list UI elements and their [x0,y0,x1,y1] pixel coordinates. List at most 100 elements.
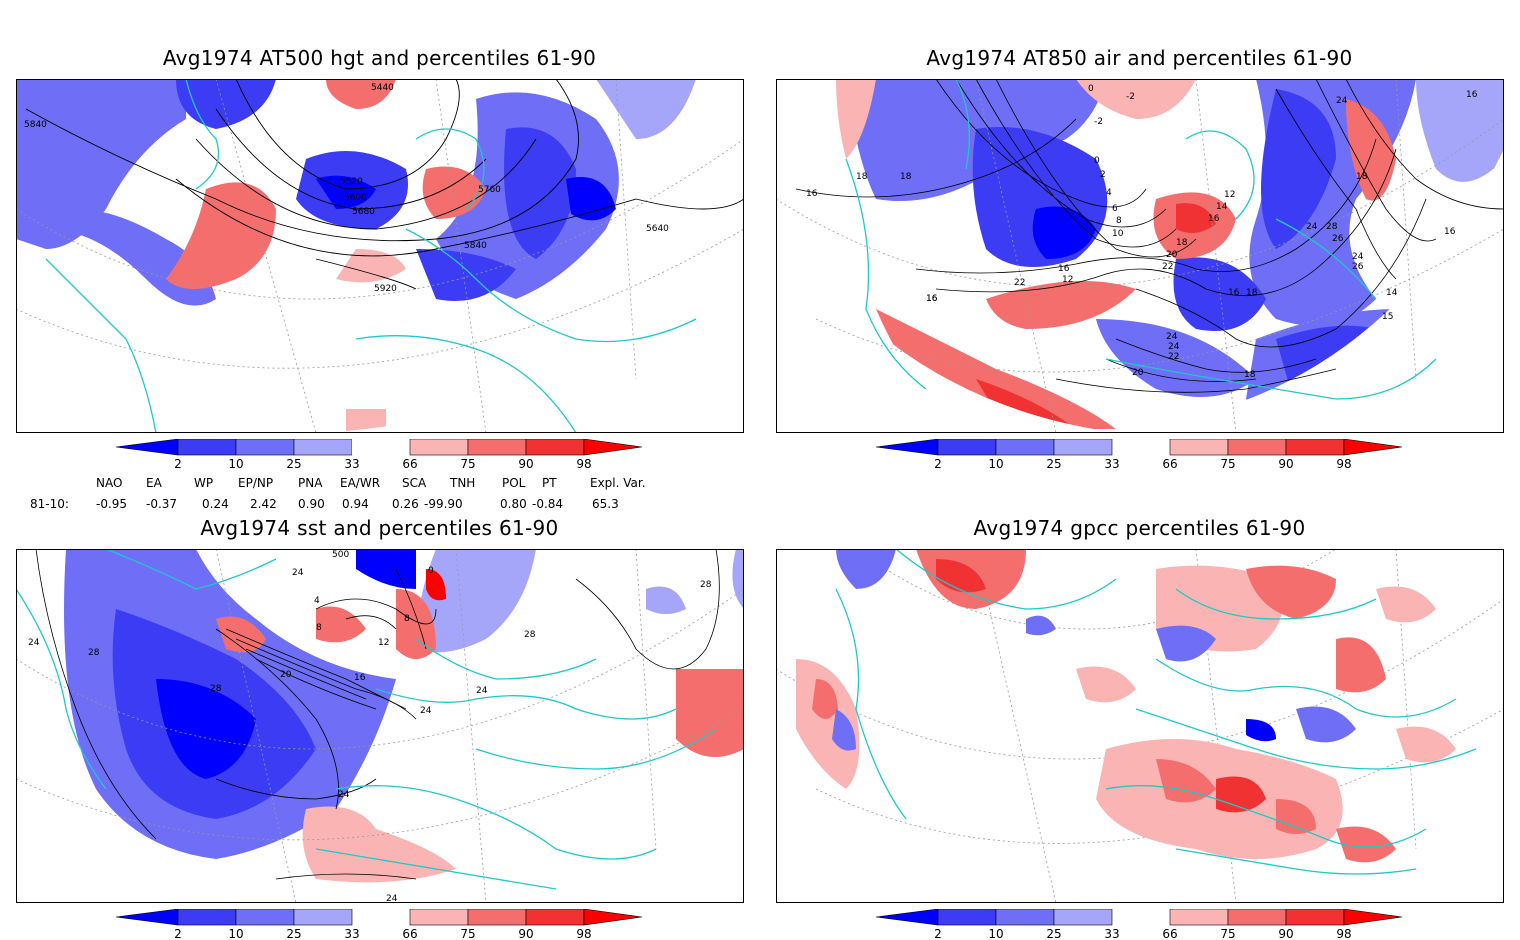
contour-label: 24 [292,568,304,578]
contour-label: 5760 [478,185,501,195]
colorbar-tick: 98 [1336,457,1351,471]
colorbar-tick: 66 [1162,927,1177,940]
contour-label: 24 [1306,222,1318,232]
contour-label: 20 [1166,250,1178,260]
colorbar-tick: 33 [1104,457,1119,471]
colorbar-tick: 25 [286,457,301,471]
contour-label: 16 [926,294,938,304]
map-gpcc [776,549,1504,903]
index-header-epnp: EP/NP [238,476,274,490]
contour-label: 5840 [24,120,47,130]
contour-label: 16 [354,673,366,683]
contour-label: 28 [524,630,536,640]
contour-label: 24 [1166,332,1178,342]
air-contour-labels: 0 -2 -2 16 16 18 18 0 2 4 6 8 10 12 14 1… [806,84,1478,380]
index-header-pna: PNA [298,476,323,490]
contour-label: 24 [1168,342,1180,352]
colorbar-sst: 2 10 25 33 66 75 90 98 [116,909,643,940]
contour-label: 24 [28,638,40,648]
index-header-eawr: EA/WR [340,476,381,490]
colorbar-tick: 75 [460,457,475,471]
contour-label: 28 [88,648,100,658]
contour-label: 18 [1176,238,1188,248]
contour-label: 24 [386,894,398,903]
index-value-eawr: 0.94 [342,497,369,511]
contour-label: 24 [1352,252,1364,262]
contour-label: 0 [1094,156,1100,166]
map-air: 0 -2 -2 16 16 18 18 0 2 4 6 8 10 12 14 1… [776,79,1504,433]
colorbar-tick: 33 [344,457,359,471]
contour-label: 24 [338,790,350,800]
panel-title-air: Avg1974 AT850 air and percentiles 61-90 [926,46,1353,70]
index-value-epnp: 2.42 [250,497,277,511]
colorbar-air: 2 10 25 33 66 75 90 98 [876,439,1403,471]
contour-label: 0 [428,566,434,576]
contour-label: 14 [1216,202,1228,212]
contour-label: 24 [420,706,432,716]
colorbar-tick: 75 [1220,927,1235,940]
panel-title-sst: Avg1974 sst and percentiles 61-90 [200,516,559,540]
contour-label: 16 [806,189,818,199]
contour-label: 18 [1244,370,1256,380]
colorbar-tick: 90 [518,927,533,940]
colorbar-tick: 98 [576,457,591,471]
index-row-label: 81-10: [30,497,69,511]
index-header-ea: EA [146,476,162,490]
colorbar-tick: 75 [460,927,475,940]
contour-label: 4 [314,596,320,606]
index-value-pol: 0.80 [500,497,527,511]
contour-label: 8 [1116,216,1122,226]
contour-label: 15 [1382,312,1393,322]
contour-label: 10 [1112,229,1124,239]
index-header-pt: PT [542,476,557,490]
colorbar-gpcc: 2 10 25 33 66 75 90 98 [876,909,1403,940]
sst-contour-labels: 500 24 24 28 4 8 12 20 16 28 24 24 28 28… [28,550,712,903]
colorbar-tick: 98 [1336,927,1351,940]
contour-label: 24 [476,686,488,696]
hgt-contour-labels: 5440 5840 5520 5600 5680 5760 5840 5640 … [24,83,669,294]
index-value-wp: 0.24 [202,497,229,511]
colorbar-tick: 2 [934,927,942,940]
index-value-pna: 0.90 [298,497,325,511]
colorbar-tick: 33 [1104,927,1119,940]
colorbar-tick: 66 [1162,457,1177,471]
colorbar-tick: 33 [344,927,359,940]
contour-label: 16 [926,294,938,304]
colorbar-tick: 10 [228,927,243,940]
index-header-tnh: TNH [450,476,476,490]
contour-label: 14 [1386,288,1398,298]
colorbar-tick: 75 [1220,457,1235,471]
index-header-sca: SCA [402,476,427,490]
contour-label: 18 [1356,172,1368,182]
index-value-explvar: 65.3 [592,497,619,511]
colorbar-hgt: 2 10 25 33 66 75 90 98 [116,439,643,471]
panel-title-gpcc: Avg1974 gpcc percentiles 61-90 [973,516,1306,540]
contour-label: 28 [1326,222,1338,232]
index-value-nao: -0.95 [96,497,128,511]
contour-label: 18 [900,172,912,182]
index-value-sca: 0.26 [392,497,419,511]
colorbar-tick: 66 [402,927,417,940]
contour-label: 16 [1058,264,1070,274]
contour-label: 20 [280,670,292,680]
colorbar-tick: 90 [1278,457,1293,471]
colorbar-tick: 25 [286,927,301,940]
colorbar-tick: 66 [402,457,417,471]
colorbar-tick: 98 [576,927,591,940]
contour-label: 16 [1228,288,1240,298]
contour-label: 26 [1332,234,1344,244]
contour-label: 28 [700,580,712,590]
contour-label: 26 [1352,262,1364,272]
contour-label: 0 [1088,84,1094,94]
index-value-tnh: -99.90 [424,497,463,511]
contour-label: 28 [210,684,222,694]
map-sst: 500 24 24 28 4 8 12 20 16 28 24 24 28 28… [16,549,744,903]
contour-label: 2 [1100,170,1106,180]
index-header-nao: NAO [96,476,123,490]
colorbar-tick: 90 [1278,927,1293,940]
index-value-pt: -0.84 [532,497,564,511]
panel-title-hgt: Avg1974 AT500 hgt and percentiles 61-90 [162,46,597,70]
contour-label: 16 [1444,227,1456,237]
contour-label: 16 [1466,90,1478,100]
contour-label: 22 [1014,278,1025,288]
